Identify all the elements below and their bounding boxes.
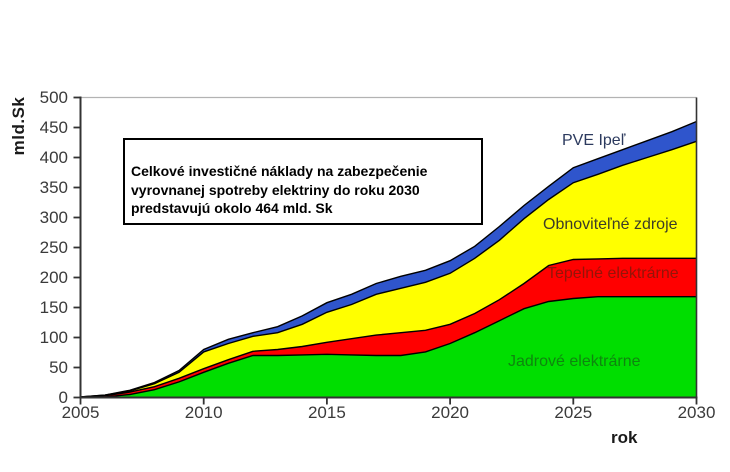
- y-tick-label-400: 400: [39, 147, 68, 167]
- annotation-box: Celkové investičné náklady na zabezpečen…: [123, 138, 483, 225]
- y-tick-label-150: 150: [39, 297, 68, 317]
- x-tick-label-2030: 2030: [677, 403, 716, 422]
- y-tick-label-200: 200: [39, 267, 68, 287]
- boundary-jadrove-elektrarne: [80, 296, 697, 399]
- x-tick-label-2020: 2020: [431, 403, 469, 422]
- boundary-obnovitelne-zdroje: [80, 140, 697, 398]
- x-tick-label-2015: 2015: [307, 403, 346, 422]
- area-obnovitelne-zdroje: [80, 141, 697, 397]
- x-axis-title: rok: [611, 428, 638, 447]
- y-tick-label-500: 500: [39, 87, 68, 107]
- boundary-tepelne-elektrarne: [80, 257, 697, 398]
- area-pve-ipel: [80, 121, 697, 397]
- series-label-pve-ipel: PVE Ipeľ: [562, 132, 626, 149]
- y-tick-label-450: 450: [39, 117, 68, 137]
- y-tick-label-250: 250: [39, 237, 68, 257]
- boundary-pve-ipel: [80, 120, 697, 398]
- y-tick-label-50: 50: [49, 357, 68, 377]
- y-tick-label-0: 0: [58, 387, 68, 407]
- series-label-jadrove-elektrarne: Jadrové elektrárne: [508, 353, 641, 370]
- y-tick-label-300: 300: [39, 207, 68, 227]
- area-jadrove-elektrarne: [80, 296, 697, 398]
- x-tick-label-2010: 2010: [184, 403, 223, 422]
- x-tick-label-2025: 2025: [554, 403, 593, 422]
- x-tick-label-2005: 2005: [61, 403, 100, 422]
- area-tepelne-elektrarne: [80, 258, 697, 398]
- y-tick-label-100: 100: [39, 327, 68, 347]
- annotation-text: Celkové investičné náklady na zabezpečen…: [131, 162, 428, 217]
- series-label-tepelne-elektrarne: Tepelné elektrárne: [547, 265, 679, 282]
- series-label-obnovitelne-zdroje: Obnoviteľné zdroje: [543, 216, 678, 233]
- y-tick-label-350: 350: [39, 177, 68, 197]
